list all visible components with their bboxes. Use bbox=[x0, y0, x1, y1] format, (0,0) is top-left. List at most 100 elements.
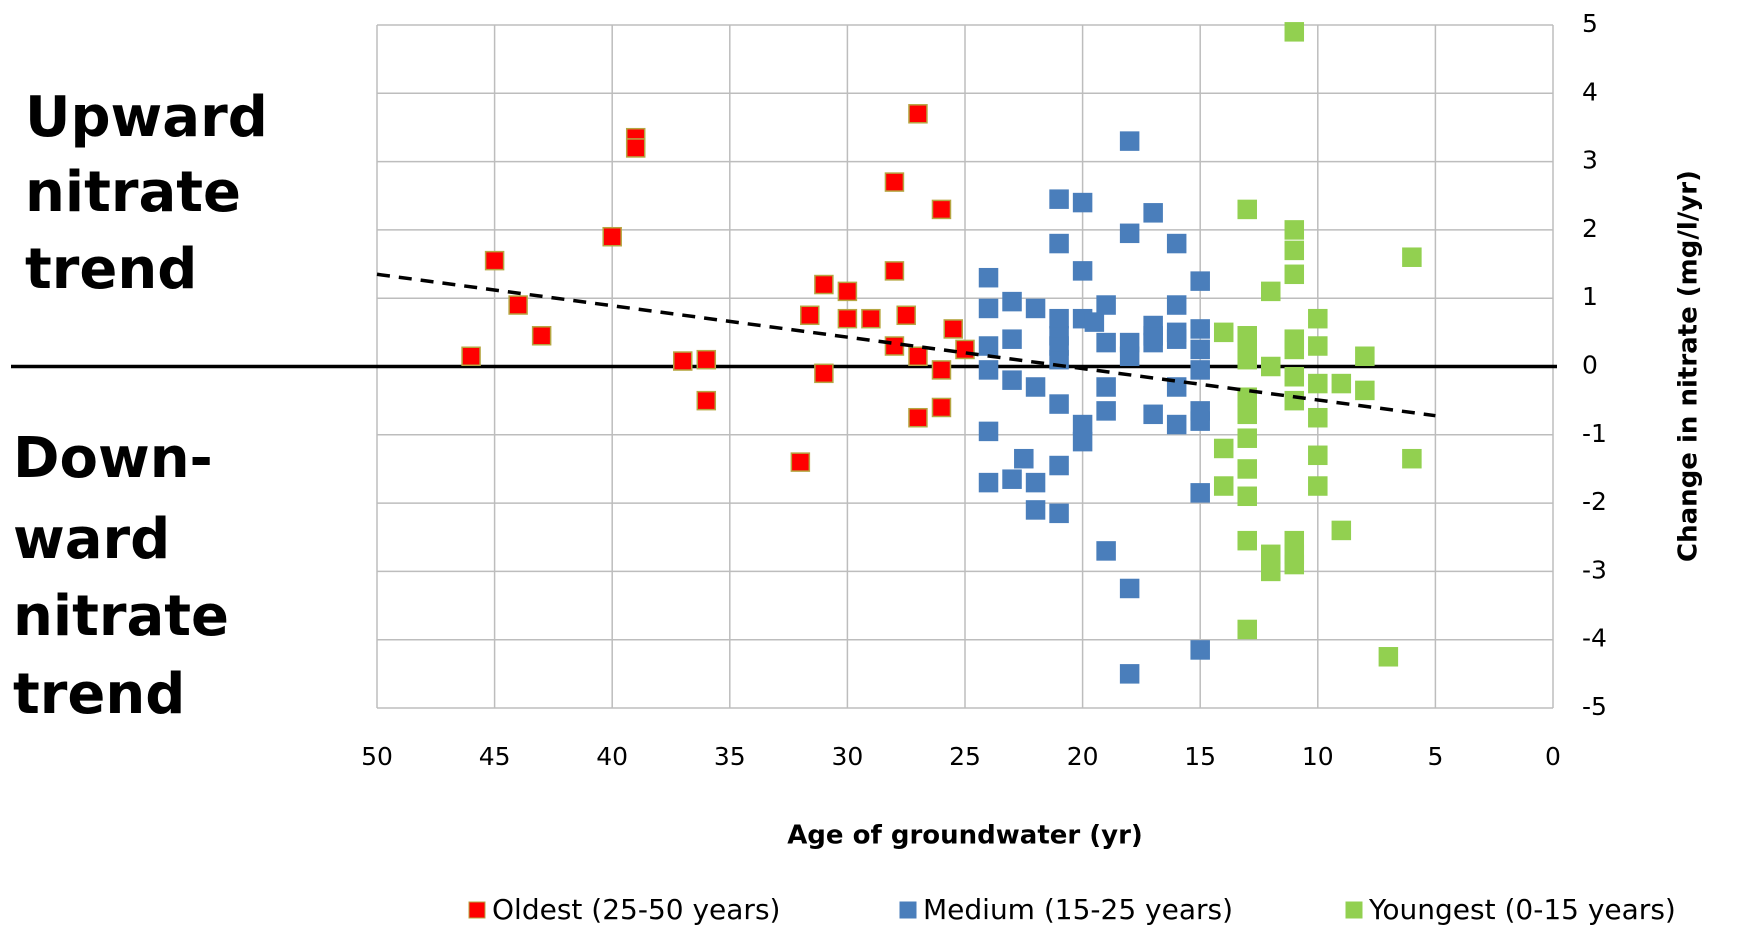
point bbox=[978, 472, 999, 493]
point bbox=[978, 360, 999, 380]
point bbox=[1166, 377, 1187, 397]
point bbox=[1096, 401, 1116, 421]
point bbox=[1143, 203, 1163, 223]
x-tick-label: 40 bbox=[596, 742, 628, 771]
point bbox=[673, 351, 693, 371]
y-tick-label: -1 bbox=[1582, 419, 1607, 448]
point bbox=[1190, 319, 1210, 339]
point bbox=[1237, 459, 1257, 479]
point bbox=[1261, 356, 1281, 377]
point bbox=[1166, 233, 1187, 254]
x-axis-title: Age of groundwater (yr) bbox=[787, 821, 1143, 851]
legend-swatch bbox=[1345, 901, 1363, 919]
point bbox=[837, 281, 858, 302]
point bbox=[1002, 469, 1022, 489]
point bbox=[978, 267, 999, 288]
point bbox=[1284, 366, 1305, 387]
x-tick-label: 25 bbox=[949, 742, 981, 771]
point bbox=[1237, 530, 1257, 551]
point bbox=[1308, 373, 1328, 394]
point bbox=[1237, 428, 1257, 448]
annotation-line: trend bbox=[13, 662, 185, 727]
annotation-line: ward bbox=[13, 507, 170, 572]
point bbox=[978, 336, 999, 356]
point bbox=[1237, 486, 1257, 507]
annotations: Upward nitrate trend Down-ward nitrate trend bbox=[13, 85, 268, 727]
point bbox=[1119, 131, 1140, 151]
point bbox=[1143, 332, 1163, 353]
point bbox=[908, 346, 928, 367]
point bbox=[1025, 500, 1046, 520]
point bbox=[1002, 291, 1022, 312]
point bbox=[1119, 578, 1140, 599]
point bbox=[1213, 438, 1234, 459]
point bbox=[1119, 664, 1140, 684]
point bbox=[1378, 647, 1399, 667]
point bbox=[461, 346, 481, 367]
points bbox=[376, 22, 1436, 684]
point bbox=[884, 172, 905, 192]
point bbox=[790, 452, 811, 472]
annotation-line: nitrate bbox=[13, 584, 229, 649]
x-tick-label: 20 bbox=[1067, 742, 1099, 771]
point bbox=[1166, 414, 1187, 435]
x-tick-label: 15 bbox=[1184, 742, 1216, 771]
point bbox=[1213, 322, 1234, 343]
y-tick-label: 3 bbox=[1582, 146, 1598, 175]
point bbox=[1096, 295, 1116, 315]
point bbox=[1261, 281, 1281, 302]
point bbox=[1308, 308, 1328, 329]
point bbox=[943, 319, 963, 339]
point bbox=[1096, 541, 1116, 561]
point bbox=[1355, 346, 1375, 367]
point bbox=[1002, 370, 1022, 390]
y-axis-title: Change in nitrate (mg/l/yr) bbox=[1674, 170, 1704, 562]
legend-swatch bbox=[899, 901, 917, 919]
point bbox=[1261, 561, 1281, 582]
y-tick-label: 4 bbox=[1582, 77, 1598, 106]
point bbox=[1284, 264, 1305, 285]
point bbox=[1190, 271, 1210, 291]
point bbox=[1402, 247, 1422, 267]
point bbox=[1072, 414, 1093, 435]
y-tick-label: -4 bbox=[1582, 624, 1607, 653]
point bbox=[625, 138, 646, 158]
trendline bbox=[376, 272, 1436, 418]
point bbox=[1355, 380, 1375, 401]
legend-label: Medium (15-25 years) bbox=[923, 893, 1233, 926]
point bbox=[814, 363, 834, 384]
point bbox=[1284, 390, 1305, 411]
point bbox=[1072, 192, 1093, 213]
point bbox=[484, 250, 505, 271]
point bbox=[1284, 339, 1305, 360]
x-tick-label: 45 bbox=[479, 742, 511, 771]
y-tick-label: 5 bbox=[1582, 9, 1598, 38]
annotation-line: trend bbox=[25, 237, 197, 302]
point bbox=[1025, 377, 1046, 397]
point bbox=[978, 298, 999, 319]
point bbox=[1166, 329, 1187, 349]
x-tick-label: 5 bbox=[1427, 742, 1443, 771]
point bbox=[931, 397, 952, 418]
point bbox=[1190, 360, 1210, 380]
point bbox=[955, 339, 975, 360]
point bbox=[861, 308, 881, 329]
point bbox=[1084, 312, 1105, 332]
y-tick-label: -3 bbox=[1582, 555, 1607, 584]
point bbox=[1166, 295, 1187, 315]
y-tick-label: 2 bbox=[1582, 214, 1598, 243]
point bbox=[696, 349, 717, 370]
point bbox=[1284, 22, 1305, 42]
point bbox=[1237, 349, 1257, 370]
point bbox=[800, 305, 820, 326]
point bbox=[1119, 223, 1140, 244]
point bbox=[1072, 261, 1093, 281]
point bbox=[931, 199, 952, 220]
point bbox=[1308, 445, 1328, 466]
point bbox=[978, 421, 999, 442]
point bbox=[1284, 220, 1305, 240]
point bbox=[1331, 373, 1352, 394]
point bbox=[1096, 332, 1116, 353]
point bbox=[1237, 199, 1257, 220]
